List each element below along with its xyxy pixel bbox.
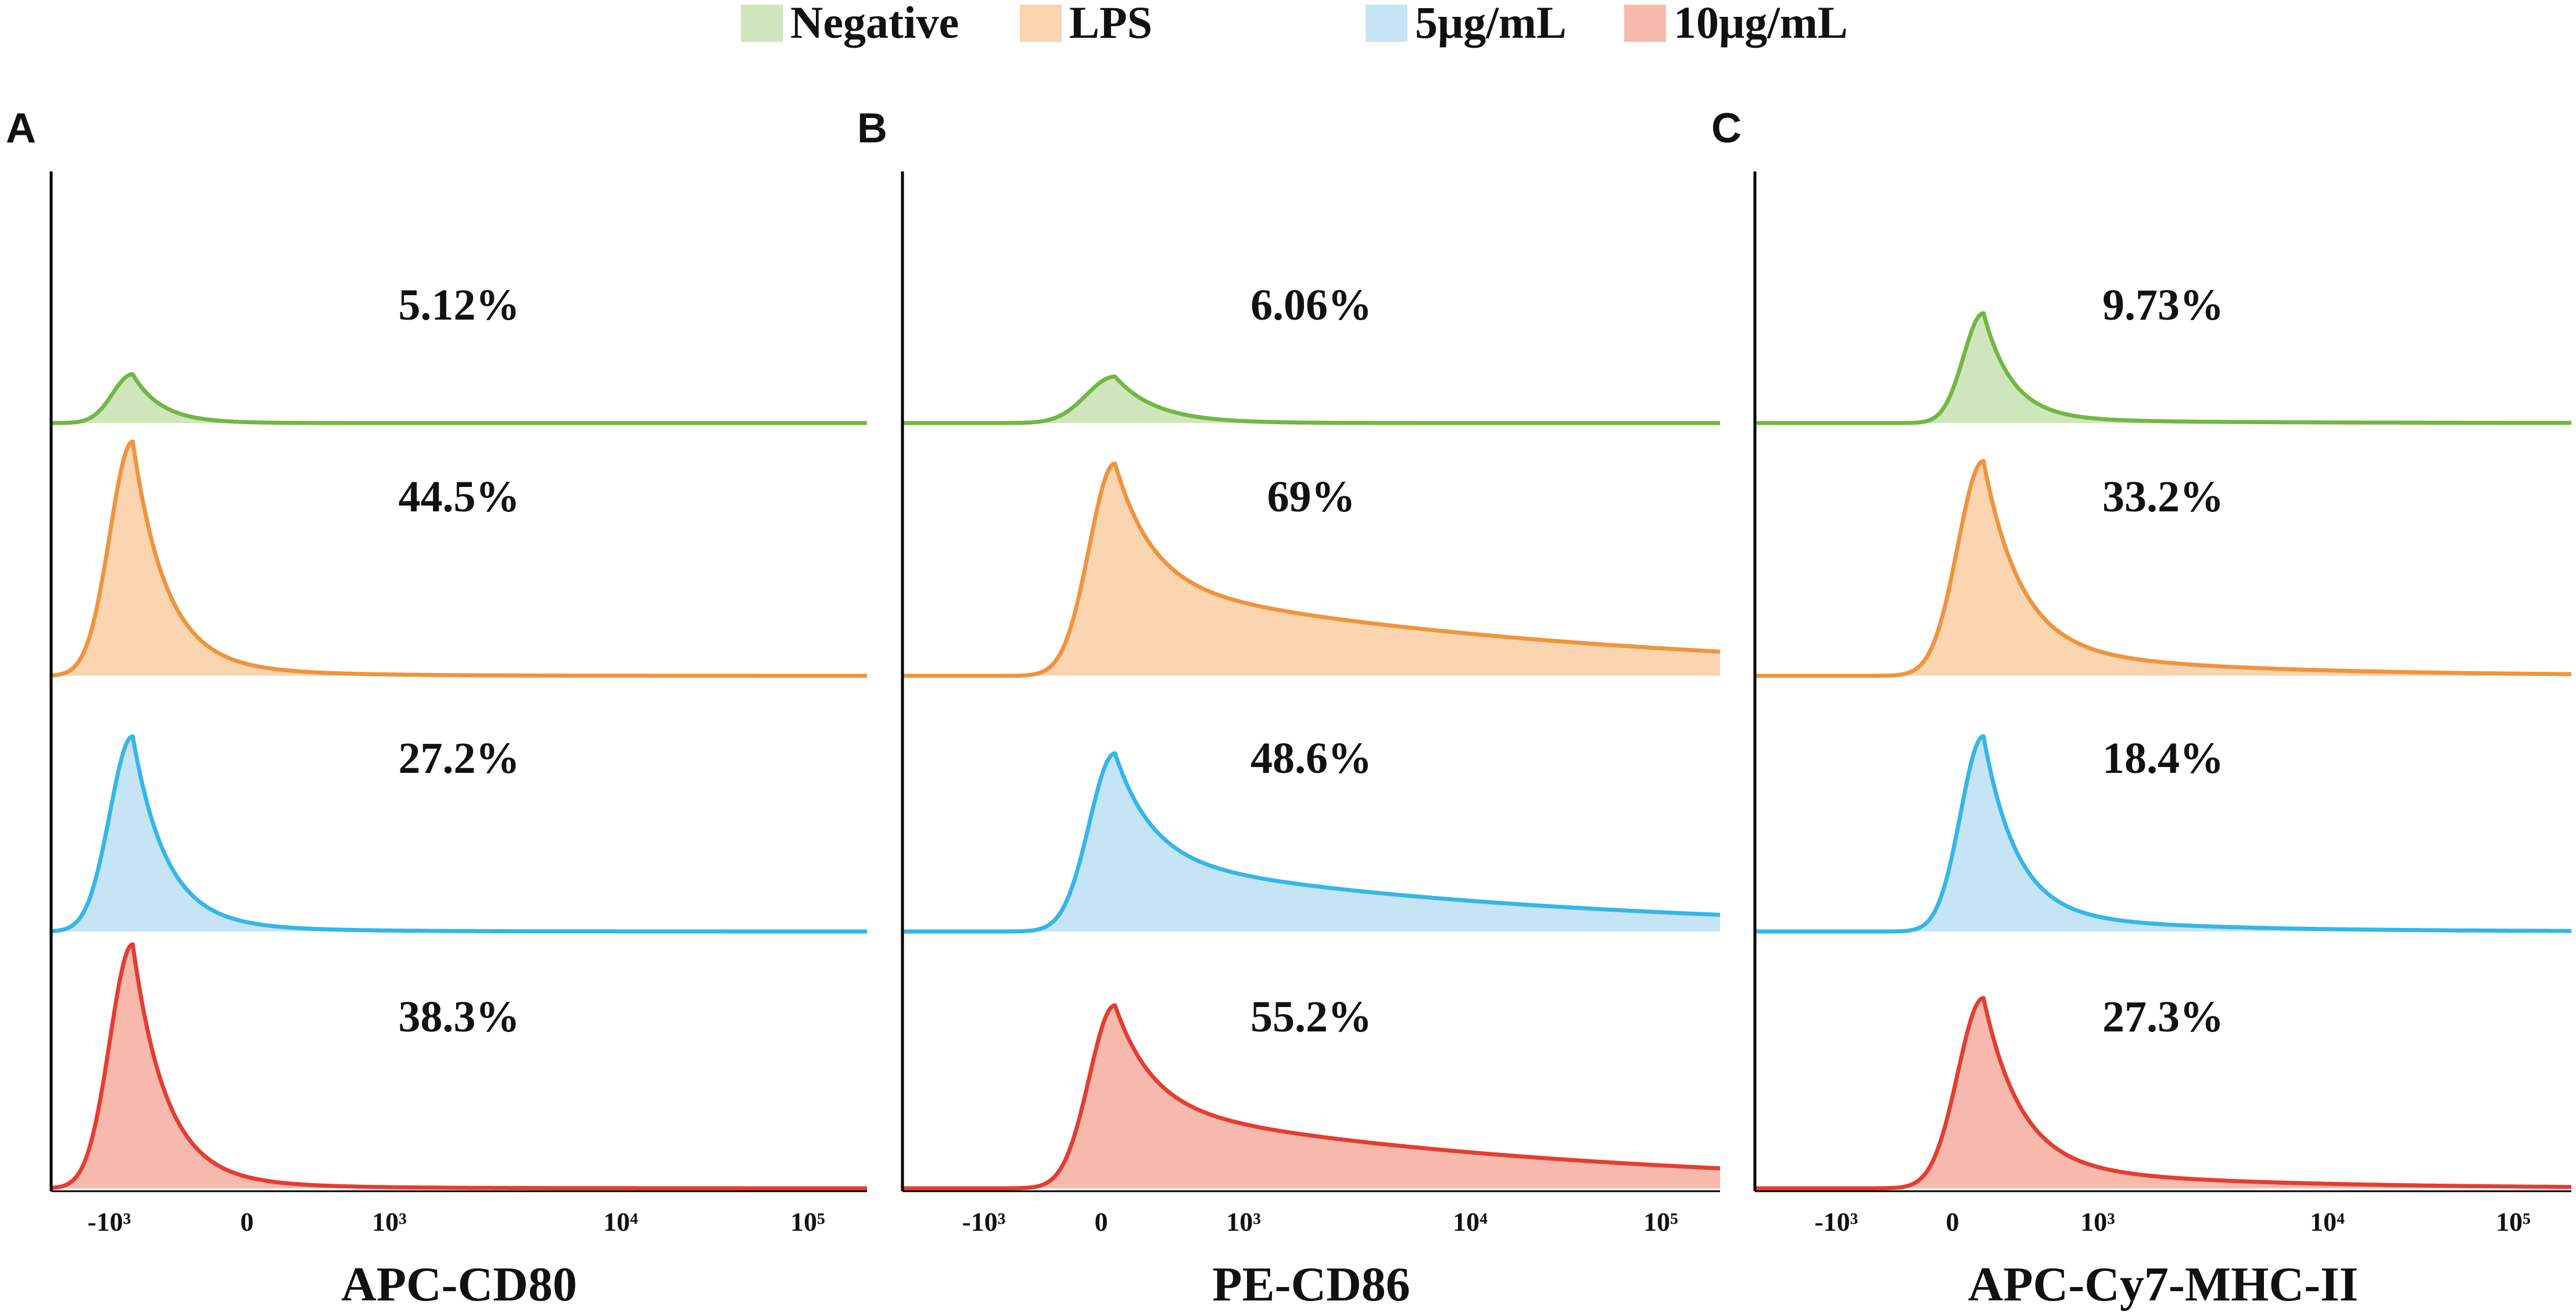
tick-label: 10⁴ <box>1453 1207 1488 1237</box>
legend-label: 5μg/mL <box>1415 0 1567 48</box>
tick-label: 10⁵ <box>1643 1207 1678 1237</box>
panel-letter: B <box>857 105 887 152</box>
histogram-line-1 <box>1754 311 2572 425</box>
tick-label: 10³ <box>2080 1207 2115 1237</box>
tick-label: -10³ <box>1814 1207 1858 1237</box>
histogram-fill-4 <box>51 944 867 1188</box>
legend-item-4: 10μg/mL <box>1624 0 1848 48</box>
tick-label: 0 <box>241 1207 254 1237</box>
legend-swatch <box>1624 5 1666 42</box>
percentage-label: 44.5% <box>399 472 520 521</box>
percentage-label: 33.2% <box>2102 472 2224 521</box>
panel-c: C 9.73% 33.2% 18.4% 27.3% -10³ 0 10³ 10⁴ 10⁵ APC-C… <box>1711 105 2572 1312</box>
percentage-label: 18.4% <box>2102 734 2224 783</box>
histogram-fill-4 <box>1755 998 2571 1188</box>
histogram-fill-3 <box>51 736 867 931</box>
histogram-line-3 <box>1754 734 2572 934</box>
legend-label: LPS <box>1069 0 1152 48</box>
panels: A 5.12% 44.5% 27.2% 38.3% -10³ 0 10³ 10⁴ 10⁵ APC-C… <box>6 105 2572 1312</box>
panel-letter: A <box>6 105 36 152</box>
histogram-line-2 <box>51 439 868 678</box>
percentage-label: 6.06% <box>1251 281 1372 329</box>
legend-swatch <box>741 5 783 42</box>
legend-item-3: 5μg/mL <box>1366 0 1567 48</box>
tick-label: 10³ <box>1226 1207 1261 1237</box>
histogram-fill-2 <box>1755 461 2571 676</box>
percentage-label: 69% <box>1267 472 1356 521</box>
percentage-label: 38.3% <box>399 992 520 1041</box>
tick-label: 10⁵ <box>2496 1207 2531 1237</box>
x-axis-label: APC-CD80 <box>341 1257 577 1312</box>
legend-swatch <box>1020 5 1062 42</box>
histogram-fill-3 <box>902 753 1720 931</box>
histogram-line-3 <box>51 734 868 934</box>
histogram-line-4 <box>1754 995 2572 1191</box>
tick-label: 10⁵ <box>790 1207 825 1237</box>
x-axis-label: APC-Cy7-MHC-II <box>1968 1257 2359 1312</box>
histogram-line-1 <box>51 372 868 425</box>
tick-label: -10³ <box>962 1207 1005 1237</box>
panel-a: A 5.12% 44.5% 27.2% 38.3% -10³ 0 10³ 10⁴ 10⁵ APC-C… <box>6 105 868 1312</box>
histogram-fill-4 <box>902 1005 1720 1188</box>
histogram-fill-1 <box>902 377 1720 423</box>
histogram-line-2 <box>902 461 1721 678</box>
percentage-label: 27.3% <box>2102 992 2224 1041</box>
percentage-label: 48.6% <box>1251 734 1372 783</box>
histogram-fill-2 <box>902 463 1720 676</box>
legend-item-2: LPS <box>1020 0 1152 48</box>
panel-b: B 6.06% 69% 48.6% 55.2% -10³ 0 10³ 10⁴ 10⁵ PE-CD86 <box>857 105 1721 1312</box>
tick-label: 10⁴ <box>2310 1207 2345 1237</box>
tick-label: 10⁴ <box>603 1207 638 1237</box>
tick-label: 0 <box>1946 1207 1959 1237</box>
histogram-fill-1 <box>51 374 867 423</box>
histogram-fill-3 <box>1755 736 2571 931</box>
percentage-label: 27.2% <box>399 734 520 783</box>
x-axis-label: PE-CD86 <box>1212 1257 1410 1312</box>
legend-label: 10μg/mL <box>1674 0 1848 48</box>
tick-label: 0 <box>1095 1207 1108 1237</box>
histogram-line-2 <box>1754 458 2572 678</box>
legend-item-1: Negative <box>741 0 959 48</box>
tick-label: -10³ <box>87 1207 131 1237</box>
histogram-line-4 <box>902 1003 1721 1191</box>
panel-letter: C <box>1711 105 1742 152</box>
percentage-label: 5.12% <box>399 281 520 329</box>
histogram-fill-1 <box>1755 313 2571 423</box>
histogram-fill-2 <box>51 441 867 676</box>
histogram-line-1 <box>902 374 1721 425</box>
legend: Negative LPS 5μg/mL 10μg/mL <box>741 0 1848 48</box>
histogram-line-3 <box>902 751 1721 934</box>
percentage-label: 55.2% <box>1251 992 1372 1041</box>
tick-label: 10³ <box>372 1207 407 1237</box>
legend-label: Negative <box>790 0 959 48</box>
histogram-line-4 <box>51 942 868 1191</box>
legend-swatch <box>1366 5 1407 42</box>
percentage-label: 9.73% <box>2102 281 2224 329</box>
